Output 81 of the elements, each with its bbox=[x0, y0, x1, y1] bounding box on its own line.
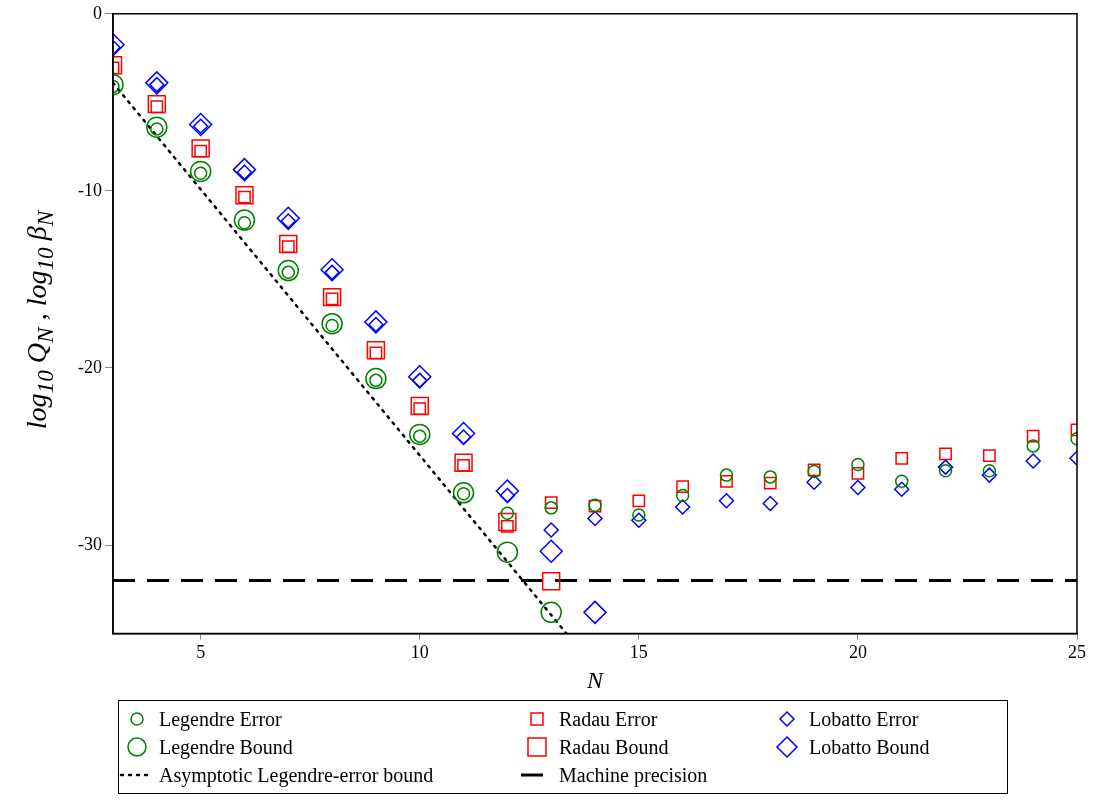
x-tick-label: 25 bbox=[1068, 642, 1086, 663]
legend-label: Lobatto Bound bbox=[809, 735, 930, 759]
point bbox=[718, 493, 735, 509]
point bbox=[893, 481, 910, 498]
point bbox=[541, 572, 561, 591]
point bbox=[544, 496, 558, 509]
point bbox=[146, 116, 168, 138]
point bbox=[675, 488, 690, 503]
point bbox=[364, 310, 388, 334]
x-tick-label: 5 bbox=[196, 642, 206, 663]
legend-label: Legendre Error bbox=[159, 707, 282, 731]
point bbox=[850, 479, 866, 496]
point bbox=[366, 341, 386, 360]
point bbox=[938, 463, 953, 478]
point bbox=[454, 453, 473, 472]
point bbox=[540, 601, 562, 624]
legend-label: Asymptotic Legendre-error bound bbox=[159, 763, 434, 787]
legend-label: Lobatto Error bbox=[809, 707, 919, 731]
point bbox=[498, 512, 517, 532]
point bbox=[189, 160, 212, 183]
x-tick-label: 20 bbox=[848, 642, 867, 663]
legend-label: Machine precision bbox=[559, 763, 708, 787]
point bbox=[631, 512, 647, 529]
point bbox=[939, 447, 952, 461]
point bbox=[235, 186, 254, 205]
point bbox=[763, 470, 778, 484]
point bbox=[279, 234, 298, 254]
point bbox=[1026, 429, 1040, 443]
point bbox=[587, 510, 603, 527]
point bbox=[188, 112, 213, 137]
x-tick-label: 15 bbox=[629, 642, 648, 663]
point bbox=[451, 421, 476, 446]
point bbox=[851, 457, 865, 472]
point bbox=[410, 396, 429, 416]
point bbox=[981, 467, 998, 483]
point bbox=[1026, 439, 1040, 453]
point bbox=[277, 259, 300, 282]
y-tick-label: -20 bbox=[78, 356, 102, 377]
point bbox=[147, 94, 167, 114]
point bbox=[676, 480, 690, 494]
point bbox=[982, 463, 997, 478]
legend-label: Radau Error bbox=[559, 707, 658, 731]
point bbox=[982, 449, 996, 463]
point bbox=[408, 423, 431, 446]
y-tick-label: 0 bbox=[93, 2, 102, 23]
point bbox=[851, 466, 865, 480]
point bbox=[720, 474, 733, 488]
point bbox=[145, 71, 169, 95]
point bbox=[632, 508, 646, 522]
y-tick-label: -30 bbox=[78, 533, 102, 554]
point bbox=[500, 506, 515, 520]
point bbox=[583, 600, 607, 625]
point bbox=[276, 206, 301, 231]
point bbox=[895, 451, 909, 465]
point bbox=[937, 459, 954, 475]
point bbox=[233, 209, 256, 231]
point bbox=[806, 474, 822, 490]
point bbox=[539, 539, 563, 564]
point bbox=[191, 139, 210, 158]
point bbox=[407, 365, 432, 389]
x-axis-title: N bbox=[585, 666, 605, 693]
point bbox=[365, 367, 387, 390]
point bbox=[719, 468, 734, 482]
point bbox=[763, 476, 777, 490]
legend-label: Radau Bound bbox=[559, 735, 669, 759]
point bbox=[1025, 453, 1041, 469]
point bbox=[894, 474, 909, 489]
x-tick-label: 10 bbox=[410, 642, 429, 663]
point bbox=[495, 479, 520, 503]
point bbox=[232, 157, 257, 182]
y-tick-label: -10 bbox=[78, 179, 102, 200]
point bbox=[762, 495, 779, 512]
point bbox=[632, 494, 646, 508]
point bbox=[674, 499, 691, 515]
point bbox=[544, 501, 558, 515]
point bbox=[321, 312, 343, 335]
point bbox=[320, 257, 344, 282]
point bbox=[322, 287, 342, 307]
point bbox=[496, 541, 519, 563]
point bbox=[543, 522, 559, 538]
legend-label: Legendre Bound bbox=[159, 735, 293, 759]
